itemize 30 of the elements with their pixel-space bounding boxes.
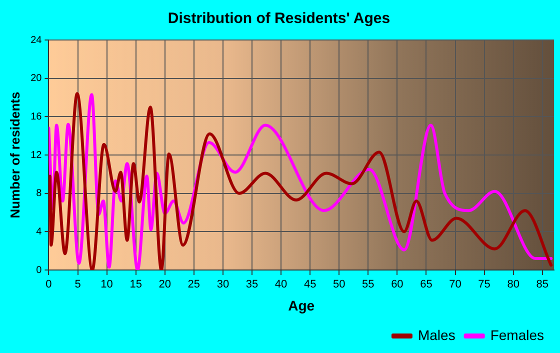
y-tick-label: 8 <box>36 188 42 200</box>
x-tick-label: 55 <box>362 278 374 291</box>
y-tick-label: 12 <box>30 150 42 161</box>
y-tick-label: 4 <box>36 226 42 238</box>
x-tick-label: 30 <box>216 278 230 291</box>
x-tick-label: 35 <box>246 278 258 291</box>
x-tick-label: 25 <box>188 278 200 291</box>
legend-label: Males <box>418 326 456 343</box>
y-tick-label: 0 <box>36 264 42 276</box>
x-tick-label: 45 <box>304 278 316 291</box>
x-tick-label: 65 <box>420 278 432 291</box>
y-tick-label: 16 <box>30 111 42 122</box>
y-tick-label: 20 <box>30 73 42 84</box>
x-tick-label: 80 <box>507 278 520 291</box>
x-tick-label: 20 <box>158 278 172 291</box>
x-tick-label: 5 <box>74 278 81 291</box>
chart-title: Distribution of Residents' Ages <box>168 10 390 28</box>
y-axis-title: Number of residents <box>7 92 22 218</box>
legend-label: Females <box>490 326 544 343</box>
x-tick-label: 70 <box>449 278 462 291</box>
x-tick-label: 10 <box>100 278 113 291</box>
x-tick-label: 0 <box>46 278 52 291</box>
x-axis-title: Age <box>288 297 315 314</box>
x-tick-label: 75 <box>478 278 490 291</box>
x-tick-label: 85 <box>536 278 549 291</box>
y-tick-label: 24 <box>30 34 42 46</box>
x-tick-label: 50 <box>332 278 346 291</box>
x-tick-label: 60 <box>391 278 404 291</box>
x-tick-label: 40 <box>274 278 288 291</box>
x-tick-label: 15 <box>130 278 142 291</box>
